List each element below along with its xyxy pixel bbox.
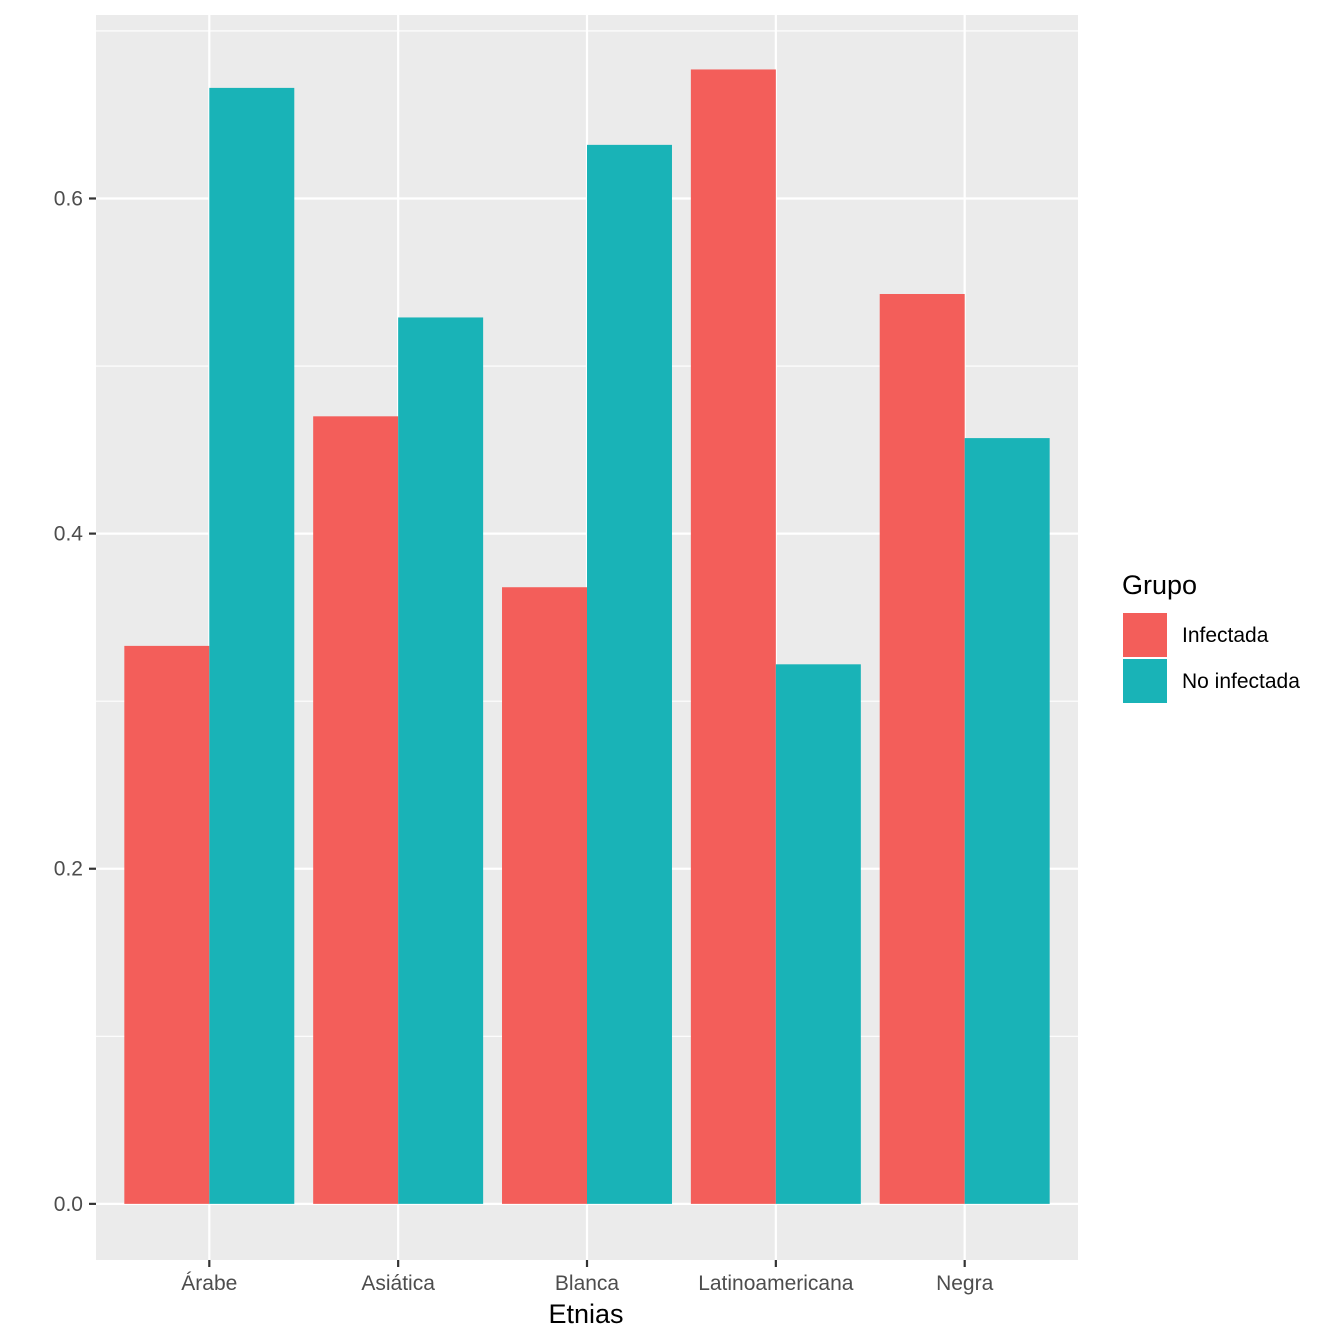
bar-infectada (879, 293, 965, 1204)
axes: 0.0 0.2 0.4 0.6 Árabe Asiática Blanca Latinoame… (54, 187, 994, 1295)
bar-no-infectada (964, 438, 1050, 1204)
bar-no-infectada (775, 664, 861, 1204)
bar-no-infectada (209, 87, 295, 1204)
legend-label: No infectada (1182, 670, 1300, 693)
legend: Grupo Infectada No infectada (1121, 570, 1300, 705)
x-tick-label: Latinoamericana (698, 1272, 854, 1295)
legend-key (1121, 657, 1169, 705)
bar-no-infectada (587, 144, 672, 1204)
x-tick-label: Blanca (555, 1272, 620, 1295)
legend-items: Infectada No infectada (1121, 611, 1300, 705)
legend-key (1121, 611, 1169, 659)
bar-infectada (502, 587, 587, 1204)
bar-infectada (690, 69, 776, 1204)
y-tick-label: 0.6 (54, 187, 83, 210)
x-tick-label: Asiática (361, 1272, 435, 1295)
bar-no-infectada (398, 317, 484, 1204)
x-tick-label: Negra (936, 1272, 994, 1295)
bar-infectada (313, 416, 399, 1204)
x-tick-label: Árabe (181, 1272, 237, 1295)
y-tick-label: 0.4 (54, 523, 84, 546)
bar-infectada (124, 645, 210, 1204)
bars (124, 69, 1050, 1204)
x-axis-title: Etnias (548, 1299, 623, 1329)
y-tick-label: 0.2 (54, 858, 83, 881)
y-tick-label: 0.0 (54, 1193, 83, 1216)
legend-label: Infectada (1182, 624, 1269, 647)
legend-title: Grupo (1122, 570, 1197, 600)
